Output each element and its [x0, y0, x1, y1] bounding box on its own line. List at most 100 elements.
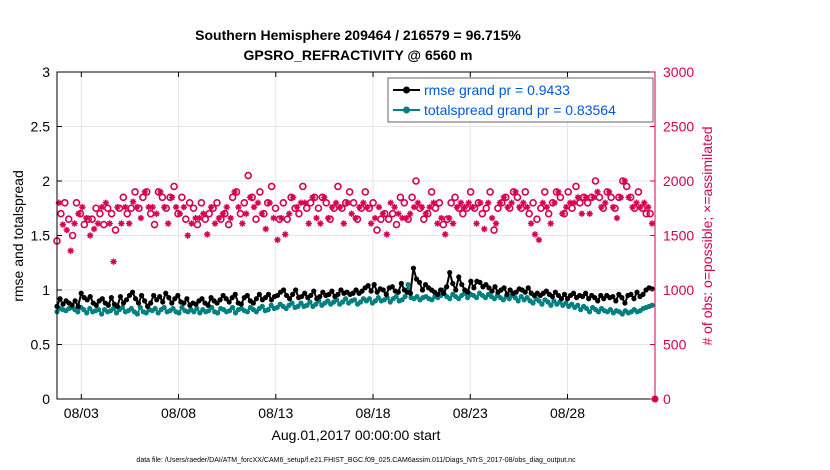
rmse-point — [422, 281, 429, 288]
obs-possible-point — [197, 199, 206, 207]
rmse-point — [135, 300, 142, 306]
chart-title: Southern Hemisphere 209464 / 216579 = 96… — [195, 27, 521, 43]
obs-assimilated-point — [129, 198, 137, 205]
obs-assimilated-point — [239, 220, 246, 227]
rmse-point — [181, 300, 187, 306]
obs-assimilated-point — [141, 188, 148, 196]
grid — [57, 72, 655, 399]
obs-possible-point — [181, 215, 190, 223]
obs-possible-point — [302, 204, 311, 213]
obs-assimilated-point — [551, 199, 558, 206]
obs-possible-point — [92, 204, 100, 213]
rmse-point — [410, 265, 417, 271]
obs-possible-point — [533, 215, 541, 223]
rmse-point — [359, 288, 365, 294]
spread-point — [351, 297, 358, 303]
rmse-point — [525, 285, 531, 291]
obs-assimilated-point — [559, 210, 566, 217]
obs-possible-point — [537, 204, 545, 213]
rmse-point — [223, 296, 229, 302]
obs-assimilated-point — [63, 226, 70, 234]
rmse-point — [459, 281, 465, 288]
rmse-point — [395, 289, 401, 295]
obs-assimilated-point — [231, 188, 238, 196]
rmse-point — [353, 287, 359, 293]
obs-assimilated-point — [153, 210, 160, 217]
rmse-point — [283, 292, 290, 299]
obs-assimilated-point — [621, 177, 628, 185]
rmse-point — [456, 274, 462, 280]
y-right-tick-label: 1000 — [663, 282, 694, 298]
spread-point — [229, 304, 236, 311]
rmse-point — [441, 290, 447, 296]
obs-assimilated-point — [348, 210, 355, 217]
rmse-point — [268, 297, 275, 303]
obs-assimilated-point — [426, 203, 433, 211]
rmse-point — [145, 303, 151, 309]
obs-assimilated-point — [461, 203, 468, 211]
obs-assimilated-point — [524, 203, 531, 211]
obs-possible-point — [513, 193, 522, 202]
obs-assimilated-point — [617, 194, 625, 201]
rmse-point — [368, 288, 374, 294]
obs-possible-point — [388, 209, 397, 218]
line-series — [54, 265, 655, 317]
y-left-tick-label: 1 — [42, 282, 50, 298]
rmse-point — [232, 291, 238, 297]
obs-assimilated-point — [578, 210, 586, 217]
obs-assimilated-point — [207, 203, 215, 211]
rmse-point — [628, 291, 634, 297]
obs-assimilated-point — [200, 210, 207, 217]
obs-possible-point — [447, 199, 455, 207]
obs-assimilated-point — [570, 199, 578, 206]
y-right-tick-label: 2500 — [663, 119, 694, 135]
obs-possible-point — [193, 220, 202, 229]
obs-possible-point — [490, 226, 498, 234]
obs-assimilated-point — [535, 236, 543, 244]
spread-point — [366, 296, 373, 302]
obs-assimilated-point — [453, 203, 461, 211]
obs-assimilated-point — [285, 210, 293, 217]
obs-assimilated-point — [94, 220, 102, 227]
rmse-point — [444, 284, 450, 290]
rmse-point — [619, 295, 625, 301]
obs-possible-point — [96, 209, 104, 218]
rmse-point — [226, 299, 232, 305]
x-tick-label: 08/08 — [161, 405, 196, 421]
obs-assimilated-point — [328, 203, 336, 211]
rmse-point — [438, 287, 444, 293]
spread-point — [649, 302, 655, 308]
obs-assimilated-point — [110, 258, 117, 265]
obs-possible-point — [556, 193, 565, 202]
rmse-point — [238, 301, 244, 307]
obs-possible-point — [427, 188, 436, 196]
obs-assimilated-point — [594, 188, 601, 196]
rmse-point — [117, 293, 124, 300]
rmse-point — [350, 290, 356, 296]
rmse-point — [552, 289, 559, 295]
rmse-point — [640, 291, 646, 297]
obs-assimilated-point — [465, 199, 472, 206]
y-right-tick-label: 0 — [663, 391, 671, 407]
obs-assimilated-point — [520, 199, 527, 206]
obs-possible-point — [322, 199, 331, 207]
obs-assimilated-point — [543, 203, 550, 211]
obs-possible-point — [373, 226, 381, 234]
obs-assimilated-point — [442, 231, 449, 238]
rmse-point — [468, 278, 474, 284]
obs-assimilated-point — [59, 221, 67, 228]
rmse-point — [601, 296, 607, 302]
obs-assimilated-point — [75, 210, 82, 217]
obs-possible-point — [80, 220, 89, 229]
rmse-point — [160, 299, 166, 305]
rmse-point — [274, 292, 281, 299]
obs-assimilated-point — [172, 203, 180, 211]
rmse-point — [522, 289, 528, 295]
obs-series — [53, 171, 659, 403]
obs-possible-point — [201, 215, 210, 223]
obs-assimilated-point — [613, 214, 621, 222]
obs-possible-point — [334, 182, 342, 191]
rmse-point — [649, 286, 655, 292]
obs-possible-point — [482, 204, 491, 213]
obs-assimilated-point — [215, 214, 223, 222]
